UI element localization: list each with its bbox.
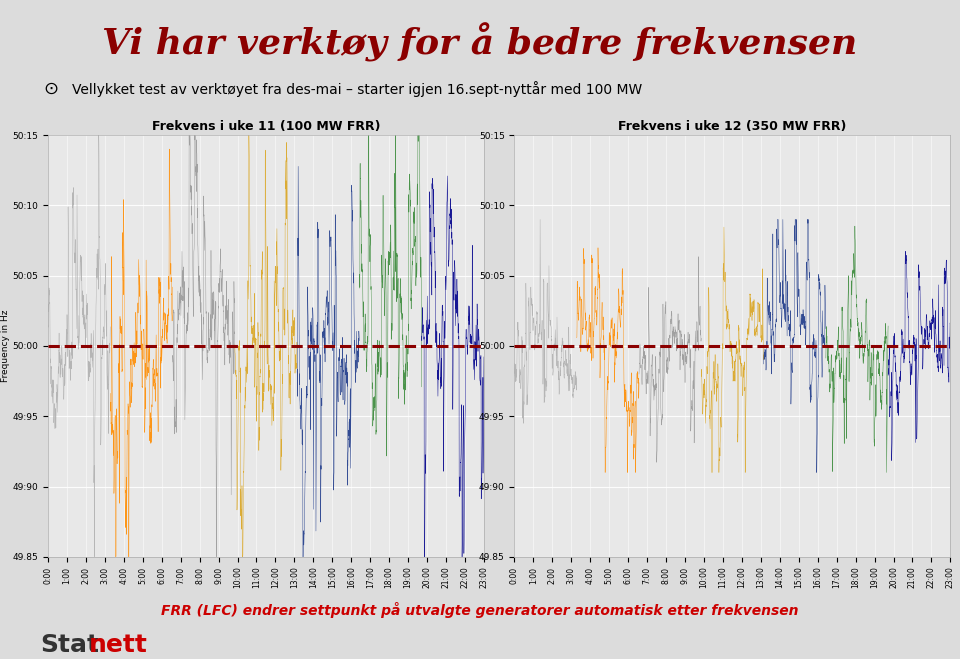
Text: Stat: Stat [40, 633, 99, 656]
Text: ⊙: ⊙ [43, 80, 59, 98]
Text: nett: nett [89, 633, 148, 656]
Text: FRR (LFC) endrer settpunkt på utvalgte generatorer automatisk etter frekvensen: FRR (LFC) endrer settpunkt på utvalgte g… [161, 602, 799, 617]
Text: Vellykket test av verktøyet fra des-mai – starter igjen 16.sept-nyttår med 100 M: Vellykket test av verktøyet fra des-mai … [72, 81, 642, 97]
Text: Vi har verktøy for å bedre frekvensen: Vi har verktøy for å bedre frekvensen [103, 23, 857, 63]
Title: Frekvens i uke 11 (100 MW FRR): Frekvens i uke 11 (100 MW FRR) [152, 119, 380, 132]
Y-axis label: Frequency in Hz: Frequency in Hz [1, 310, 10, 382]
Title: Frekvens i uke 12 (350 MW FRR): Frekvens i uke 12 (350 MW FRR) [618, 119, 847, 132]
